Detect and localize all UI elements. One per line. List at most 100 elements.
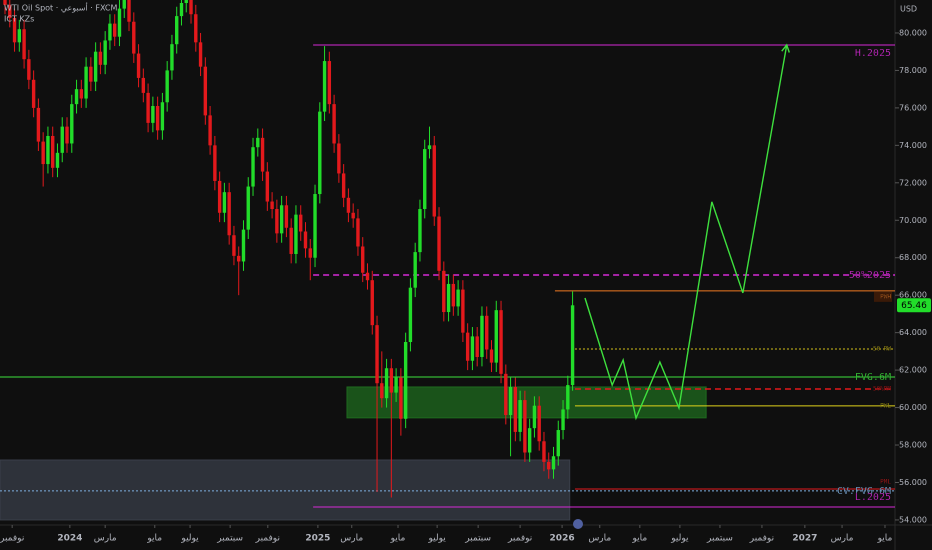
candle-body — [170, 44, 174, 71]
currency: USD — [900, 5, 917, 14]
y-tick-label: 62.000 — [899, 366, 927, 375]
x-tick-label: مايو — [631, 534, 647, 544]
candle-body — [361, 246, 365, 273]
candle-body — [337, 143, 341, 174]
candle-body — [375, 325, 379, 384]
candle-body — [89, 66, 93, 82]
plot: H.2025 50%2025 PWH 50 RW FVG.6M 50%RM PWL PMLCV… — [0, 0, 895, 521]
candle-body — [356, 218, 360, 247]
y-tick-label: 64.000 — [899, 328, 927, 337]
candle-body — [547, 461, 551, 470]
x-tick-label: نوفمبر — [749, 534, 774, 544]
candle-body — [504, 373, 508, 416]
candle-body — [499, 310, 503, 374]
x-tick-label: مارس — [831, 534, 854, 544]
candle-body — [303, 231, 308, 249]
candle-body — [423, 149, 427, 210]
candle-body — [127, 0, 131, 22]
candle-body — [136, 53, 141, 78]
candle-body — [203, 66, 208, 116]
candle-body — [446, 283, 451, 313]
candle-body — [60, 126, 64, 153]
candle-body — [237, 255, 241, 262]
candle-body — [160, 102, 165, 131]
candle-body — [327, 61, 332, 105]
level-label: 50 RW — [873, 345, 891, 352]
x-tick-label: مارس — [94, 534, 117, 544]
candle-body — [408, 287, 413, 343]
candle-body — [46, 135, 50, 165]
candle-body — [432, 145, 436, 217]
candle-body — [8, 4, 12, 18]
candle-body — [284, 205, 289, 228]
projection-arrowhead — [781, 43, 790, 53]
y-tick-label: 78.000 — [899, 66, 927, 75]
candle-body — [465, 332, 470, 361]
candle-body — [31, 79, 36, 108]
candle-body — [475, 336, 479, 357]
y-tick-label: 70.000 — [899, 216, 927, 225]
level-label: PML — [880, 479, 891, 486]
x-tick-label: مارس — [340, 534, 363, 544]
candle-body — [470, 336, 475, 361]
level-label: 50%RM — [873, 386, 891, 393]
y-tick-label: 72.000 — [899, 178, 927, 187]
candle-body — [65, 126, 69, 144]
candle-body — [179, 2, 184, 17]
candle-body — [418, 209, 422, 253]
chart-title: WTI Oil Spot · أسبوعي · FXCM — [4, 3, 117, 13]
candle-body — [485, 315, 489, 350]
level-label: H.2025 — [855, 48, 891, 59]
candle-body — [55, 152, 60, 168]
indicator-name: ICT KZs — [4, 15, 34, 24]
candle-body — [251, 147, 255, 187]
candle-body — [451, 283, 456, 307]
candle-body — [318, 111, 322, 195]
zone — [0, 459, 571, 521]
candle-body — [365, 272, 370, 281]
level-label: L.2025 — [855, 492, 891, 503]
candle-body — [22, 29, 26, 60]
candle-body — [256, 137, 260, 148]
candle-body — [384, 368, 389, 399]
y-tick-label: 80.000 — [899, 28, 927, 37]
candle-body — [480, 315, 484, 357]
x-tick-label: 2027 — [792, 534, 817, 544]
candle-body — [389, 368, 394, 393]
candle-body — [523, 400, 527, 453]
candle-body — [74, 89, 79, 105]
y-tick-label: 60.000 — [899, 403, 927, 412]
last-price-tag — [897, 298, 931, 313]
candle-body — [3, 0, 7, 5]
x-tick-label: سبتمبر — [216, 534, 243, 544]
candle-body — [17, 29, 22, 43]
candle-body — [117, 8, 122, 37]
candle-body — [27, 59, 31, 80]
y-tick-label: 76.000 — [899, 103, 927, 112]
level-label: CV.FVG.6M — [837, 486, 891, 497]
candle-body — [489, 349, 494, 363]
candle-body — [275, 209, 279, 234]
candle-body — [351, 212, 355, 219]
candle-body — [542, 441, 546, 462]
candle-body — [93, 51, 98, 82]
candle-body — [122, 0, 126, 9]
candle-body — [442, 270, 446, 313]
candle-body — [551, 456, 556, 470]
candle-body — [36, 107, 41, 142]
y-tick-label: 56.000 — [899, 478, 927, 487]
candle-body — [313, 194, 317, 258]
candle-body — [146, 92, 150, 123]
candle-body — [494, 310, 498, 363]
candle-body — [556, 430, 560, 457]
candle-body — [113, 23, 117, 37]
candle-body — [403, 342, 408, 419]
candle-body — [561, 409, 565, 431]
candle-body — [217, 180, 222, 213]
level-tag — [874, 291, 892, 302]
candle-body — [518, 400, 522, 432]
candle-body — [566, 385, 570, 410]
candle-body — [12, 17, 17, 43]
level-label: FVG.6M — [855, 372, 891, 383]
